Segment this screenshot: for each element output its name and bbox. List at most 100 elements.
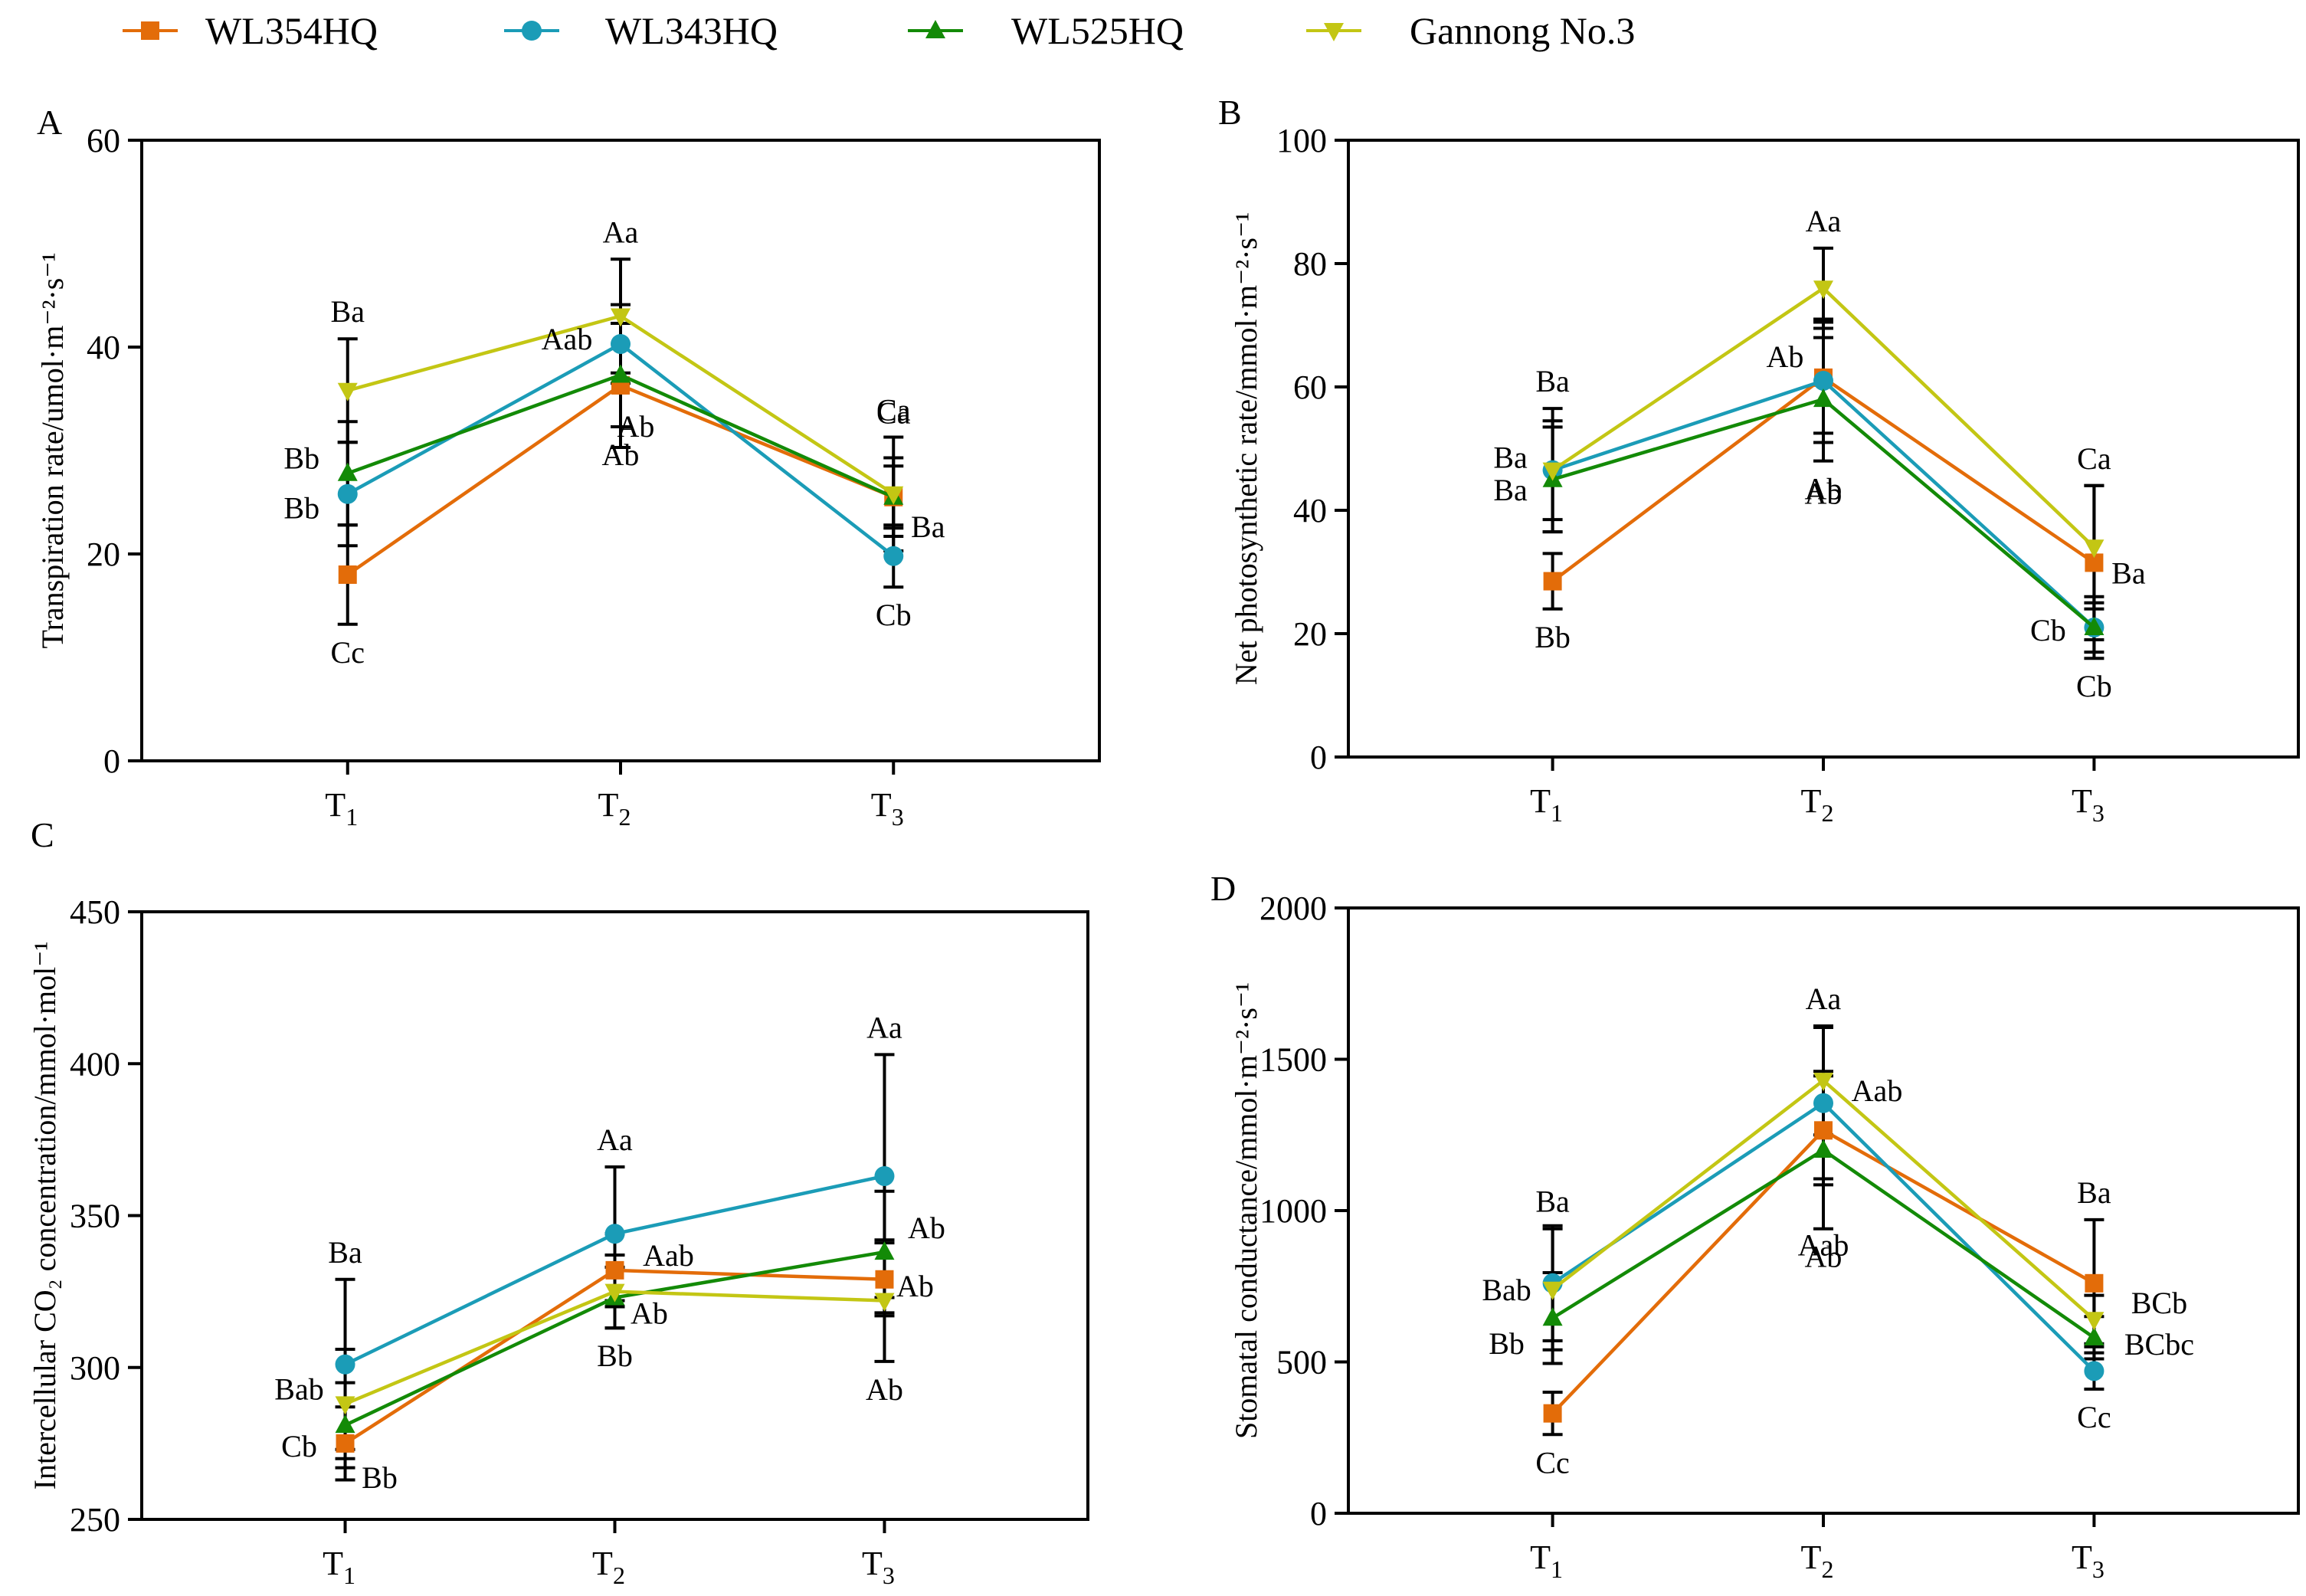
- data-point-wl354hq-t3: [2085, 1273, 2104, 1293]
- letter-wl354hq-t2: Ab: [617, 409, 655, 444]
- x-tick-label: T3: [2072, 1539, 2105, 1583]
- data-point-gannong-no-3-t1: [1542, 462, 1563, 481]
- letter-wl525hq-t2: Ab: [631, 1296, 668, 1331]
- y-axis-title: Net photosynthetic rate/mmol·m⁻²·s⁻¹: [1229, 212, 1263, 685]
- letter-gannong-no-3-t2: Bb: [597, 1339, 633, 1373]
- data-point-wl343hq-t1: [335, 1354, 355, 1375]
- letter-gannong-no-3-t3: BCb: [2131, 1286, 2187, 1320]
- data-point-wl343hq-t3: [874, 1165, 895, 1186]
- data-point-wl354hq-t1: [338, 565, 357, 584]
- letter-gannong-no-3-t1: Ba: [1535, 364, 1570, 398]
- series-wl343hq: [335, 1165, 895, 1375]
- data-point-wl343hq-t2: [1813, 1093, 1833, 1113]
- x-tick-label: T1: [1530, 1539, 1563, 1583]
- x-tick-label: T1: [325, 786, 358, 831]
- data-point-wl354hq-t1: [336, 1434, 355, 1453]
- y-tick-label: 450: [70, 893, 120, 931]
- y-tick-label: 80: [1293, 245, 1327, 283]
- legend-item-gannong-no-3: Gannong No.3: [1306, 9, 1635, 52]
- y-tick-label: 2000: [1259, 890, 1327, 927]
- y-tick-label: 40: [87, 329, 120, 366]
- data-point-gannong-no-3-t2: [1813, 1073, 1833, 1092]
- letter-wl525hq-t1: Bb: [362, 1460, 398, 1495]
- y-tick-label: 1500: [1259, 1041, 1327, 1079]
- panel-a: A 0 20 40 60 T1 T2 T3 Transpiration rate/umol·m⁻…: [35, 103, 1101, 831]
- series-wl525hq: [1542, 1139, 2105, 1345]
- letter-gannong-no-3-t1: Bab: [274, 1372, 323, 1406]
- legend-marker: [522, 21, 542, 41]
- letter-gannong-no-3-t1: Ba: [331, 294, 365, 329]
- data-point-wl525hq-t2: [1813, 1139, 1833, 1158]
- legend-label: WL354HQ: [205, 9, 378, 52]
- letter-wl354hq-t1: Cb: [281, 1429, 317, 1463]
- x-tick-label: T3: [862, 1545, 895, 1589]
- letter-wl343hq-t2: Aab: [542, 322, 593, 356]
- data-point-wl354hq-t3: [875, 1270, 894, 1289]
- letter-wl525hq-t1: Ba: [1493, 473, 1528, 507]
- y-tick-label: 0: [103, 742, 120, 780]
- data-point-wl525hq-t1: [335, 1414, 355, 1434]
- letter-wl354hq-t2: Aab: [643, 1238, 694, 1273]
- letter-wl354hq-t2: Aab: [1798, 1227, 1849, 1262]
- legend-item-wl354hq: WL354HQ: [123, 9, 378, 52]
- data-point-gannong-no-3-t1: [337, 382, 358, 401]
- letter-gannong-no-3-t3: Ab: [866, 1372, 903, 1407]
- x-tick-label: T3: [871, 786, 904, 831]
- data-point-gannong-no-3-t3: [874, 1293, 895, 1312]
- letter-gannong-no-3-t2: Aa: [1806, 204, 1842, 238]
- series-gannong-no-3: [335, 1283, 895, 1415]
- data-point-wl525hq-t2: [611, 364, 631, 383]
- letter-wl354hq-t3: Ca: [876, 395, 911, 430]
- panel-letter: C: [31, 815, 54, 854]
- data-point-gannong-no-3-t3: [2084, 1312, 2105, 1331]
- series-gannong-no-3: [1542, 1073, 2105, 1331]
- y-tick-label: 100: [1276, 122, 1327, 159]
- letter-wl343hq-t3: Aa: [866, 1010, 902, 1044]
- letter-wl354hq-t1: Cc: [331, 635, 365, 670]
- data-point-wl343hq-t1: [337, 483, 358, 504]
- y-tick-label: 500: [1276, 1344, 1327, 1381]
- data-point-gannong-no-3-t3: [883, 486, 904, 505]
- y-tick-label: 300: [70, 1349, 120, 1387]
- letter-wl525hq-t1: Bb: [283, 441, 319, 476]
- x-tick-label: T1: [1530, 782, 1563, 827]
- letter-gannong-no-3-t3: Ca: [876, 392, 911, 427]
- letter-wl525hq-t1: Bb: [1489, 1326, 1525, 1361]
- y-tick-label: 20: [1293, 615, 1327, 653]
- data-point-gannong-no-3-t1: [335, 1396, 355, 1415]
- series-wl525hq: [337, 364, 904, 505]
- legend: WL354HQ WL343HQ WL525HQ Gannong No.3: [123, 9, 1635, 52]
- letter-wl525hq-t3: Ba: [911, 510, 945, 544]
- y-tick-label: 350: [70, 1198, 120, 1235]
- y-axis-title: Intercellular CO₂ concentration/mmol·mol…: [28, 942, 62, 1490]
- letter-wl525hq-t2: Ab: [1805, 1240, 1843, 1274]
- series-wl343hq: [337, 333, 904, 566]
- y-tick-label: 0: [1310, 739, 1327, 776]
- data-point-wl354hq-t2: [1814, 1121, 1833, 1140]
- y-tick-label: 400: [70, 1045, 120, 1083]
- series-wl354hq: [1543, 1121, 2104, 1423]
- data-point-wl525hq-t3: [2084, 616, 2105, 635]
- x-tick-label: T3: [2072, 782, 2105, 827]
- series-gannong-no-3: [337, 308, 904, 505]
- y-axis-title: Transpiration rate/umol·m⁻²·s⁻¹: [35, 253, 70, 649]
- data-point-gannong-no-3-t2: [1813, 280, 1833, 300]
- letter-gannong-no-3-t3: Ca: [2077, 441, 2111, 476]
- letter-wl354hq-t3: Ba: [2077, 1175, 2111, 1210]
- panel-letter: B: [1218, 93, 1242, 132]
- letter-wl343hq-t1: Ba: [328, 1235, 362, 1270]
- letter-wl354hq-t3: Ba: [2111, 555, 2146, 590]
- series-gannong-no-3: [1542, 280, 2105, 559]
- letter-wl343hq-t3: Cc: [2077, 1400, 2111, 1434]
- data-point-wl343hq-t2: [611, 333, 631, 354]
- data-point-gannong-no-3-t2: [611, 308, 631, 327]
- letter-gannong-no-3-t2: Aa: [1806, 982, 1842, 1016]
- letter-wl354hq-t2: Ab: [1805, 476, 1843, 510]
- letter-wl525hq-t3: BCbc: [2124, 1327, 2194, 1362]
- letter-wl525hq-t3: Cb: [2076, 669, 2112, 703]
- letter-wl343hq-t2: Aa: [597, 1122, 633, 1157]
- error-bars: [1542, 246, 2105, 660]
- significance-letters: Cb Aab Ab Ba Aa Aa Bb Ab Ab Bab Bb Ab: [274, 1010, 945, 1495]
- letter-gannong-no-3-t2: Aa: [603, 215, 639, 249]
